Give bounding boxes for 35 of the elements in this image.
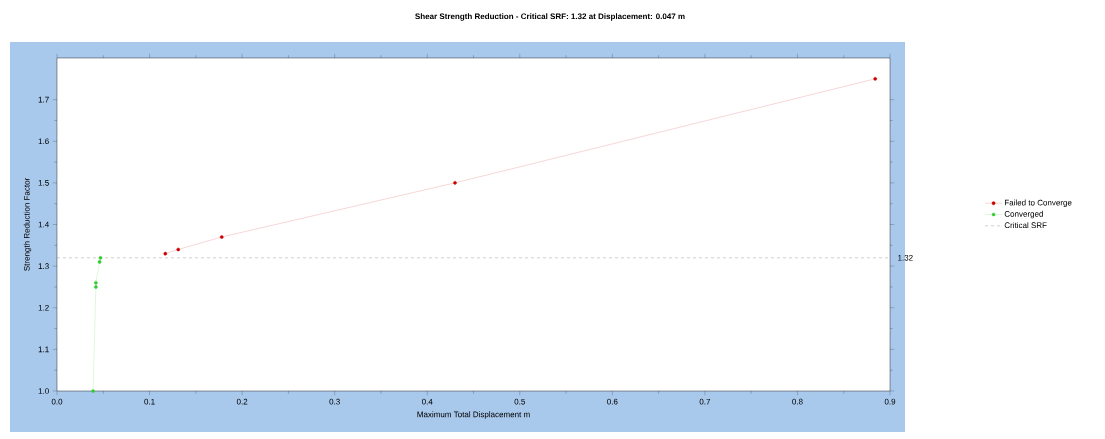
x-tick-label: 0.4 (421, 398, 433, 405)
chart-title: Shear Strength Reduction - Critical SRF: 1.32 at Displacement: 0.047 m (415, 13, 685, 21)
y-tick-label: 1.7 (38, 96, 49, 103)
x-tick-label: 0.6 (607, 398, 618, 405)
point (97, 260, 102, 264)
y-tick-label: 1.1 (38, 346, 49, 353)
legend-label: Converged (1004, 210, 1043, 219)
point (91, 389, 95, 393)
x-tick-label: 0.0 (51, 398, 63, 405)
y-tick-label: 1.3 (38, 263, 49, 269)
y-tick-label: 1.2 (38, 304, 49, 311)
y-tick-label: 1.0 (38, 388, 49, 394)
x-tick-label: 0.9 (884, 398, 896, 405)
x-tick-label: 0.5 (514, 398, 525, 405)
y-axis-title: Strength Reduction Factor (23, 177, 32, 271)
point (94, 285, 98, 289)
x-tick-label: 0.1 (144, 398, 155, 405)
legend-label: Critical SRF (1004, 222, 1047, 229)
x-axis-title: Maximum Total Displacement m (417, 411, 530, 419)
point (176, 247, 181, 252)
y-tick-label: 1.5 (38, 180, 49, 186)
point (219, 235, 224, 239)
point (163, 251, 168, 256)
point (453, 181, 457, 185)
y-tick-label: 1.4 (38, 221, 49, 228)
legend-label: Failed to Converge (1004, 199, 1072, 208)
point (98, 256, 103, 260)
annotation: 1.32 (898, 254, 913, 261)
x-tick-label: 0.2 (236, 398, 248, 405)
y-tick-label: 1.6 (38, 138, 49, 145)
point (873, 77, 877, 81)
x-tick-label: 0.7 (699, 398, 711, 405)
point (94, 280, 98, 285)
x-tick-label: 0.8 (792, 398, 803, 405)
x-tick-label: 0.3 (329, 398, 340, 405)
